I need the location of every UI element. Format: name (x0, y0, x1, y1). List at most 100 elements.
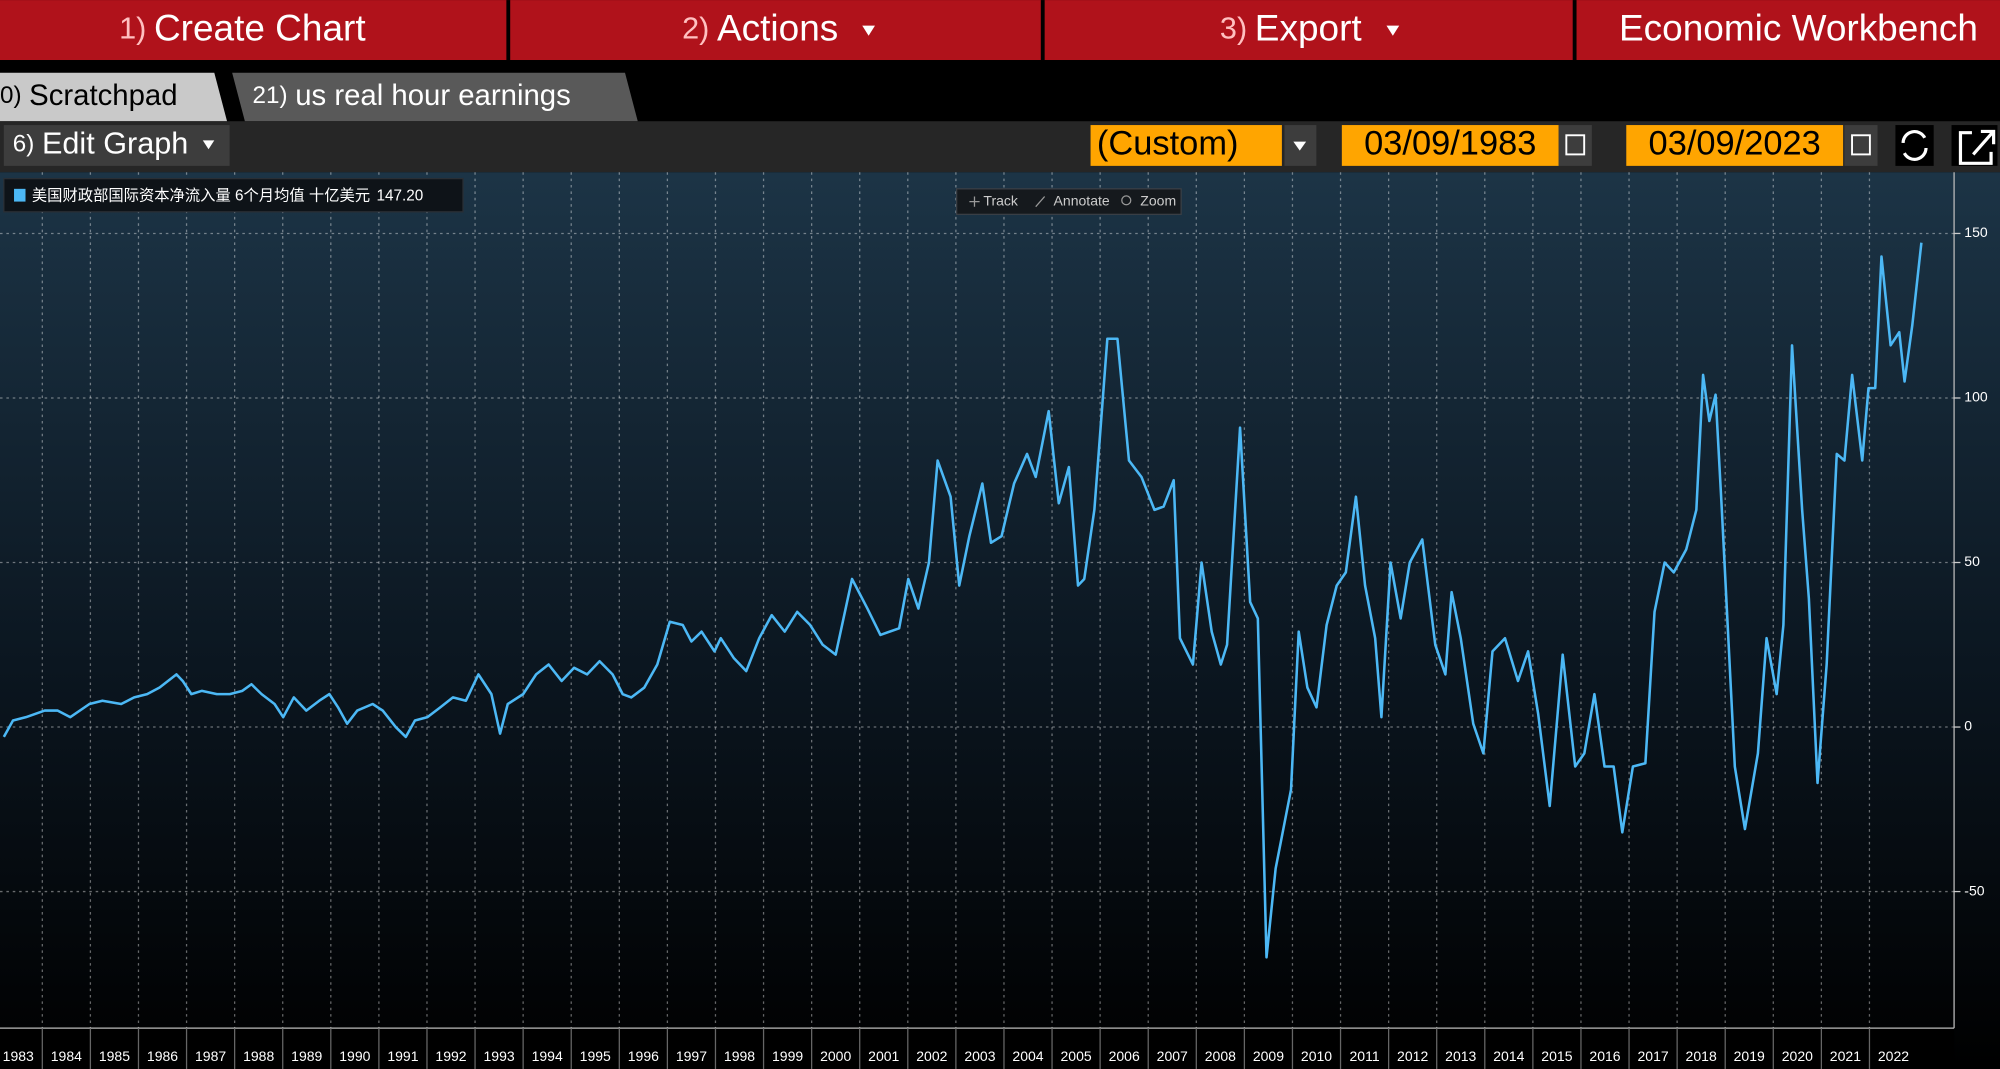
legend-last-value: 147.20 (377, 188, 424, 205)
x-tick-label: 1998 (724, 1048, 755, 1064)
x-tick-label: 1992 (435, 1048, 466, 1064)
tab-label: us real hour earnings (295, 79, 571, 112)
menu-label: Export (1255, 7, 1362, 48)
x-tick-label: 2013 (1445, 1048, 1476, 1064)
menu-number: 2) (682, 12, 709, 46)
dropdown-arrow (202, 140, 215, 150)
x-tick-label: 2016 (1589, 1048, 1620, 1064)
x-tick-label: 2006 (1109, 1048, 1140, 1064)
chart-background (0, 172, 2000, 1069)
y-tick-label: 50 (1964, 553, 1980, 569)
x-tick-label: 2022 (1878, 1048, 1909, 1064)
menu-number: 3) (1220, 12, 1247, 46)
data-line (2, 242, 1923, 959)
chart-tools (955, 188, 1182, 215)
range-select[interactable] (1090, 125, 1282, 166)
x-tick-label: 2007 (1157, 1048, 1188, 1064)
x-tick-label: 1985 (99, 1048, 130, 1064)
refresh-button[interactable] (1895, 125, 1934, 166)
tab-label: 0) Scratchpad (0, 79, 178, 112)
x-tick-label: 2011 (1350, 1048, 1380, 1064)
x-tick-label: 1983 (3, 1048, 34, 1064)
calendar-button[interactable] (1844, 125, 1878, 166)
x-tick-label: 2004 (1012, 1048, 1043, 1064)
legend-entry: 美国财政部国际资本净流入量 6个月均值 十亿美元 147.20 (32, 188, 423, 205)
separator (506, 0, 511, 61)
grid: 150 100 50 0 -50 1983 1984 1985 1986 1987 1988 1989… (0, 172, 1988, 1069)
menu-label: Create Chart (154, 7, 366, 48)
menu-export[interactable]: 3) Export (1220, 7, 1362, 48)
y-tick-label: -50 (1964, 882, 1984, 898)
x-tick-label: 2019 (1734, 1048, 1765, 1064)
app-title: Economic Workbench (1619, 7, 1978, 48)
legend (3, 177, 464, 213)
x-tick-label: 2002 (916, 1048, 947, 1064)
x-tick-label: 2009 (1253, 1048, 1284, 1064)
legend-name: 美国财政部国际资本净流入量 6个月均值 十亿美元 (32, 188, 370, 205)
tool-annotate[interactable]: Annotate (1054, 192, 1110, 208)
legend-swatch (14, 188, 26, 202)
x-tick-label: 1990 (339, 1048, 370, 1064)
x-tick-label: 2014 (1493, 1048, 1524, 1064)
separator (1040, 0, 1045, 61)
menu-label: Actions (717, 7, 838, 48)
menu-bar (0, 0, 2000, 61)
plot (2, 242, 1923, 959)
x-tick-label: 1996 (628, 1048, 659, 1064)
x-tick-label: 1993 (484, 1048, 515, 1064)
calendar-icon (1851, 134, 1871, 156)
menu-number: 1) (119, 12, 146, 46)
tab-label: 21) us real hour earnings (253, 79, 571, 112)
menu-actions[interactable]: 2) Actions (682, 7, 838, 48)
tool-zoom[interactable]: Zoom (1140, 192, 1176, 208)
range-label: (Custom) (1097, 125, 1239, 163)
end-date-field[interactable] (1626, 125, 1844, 166)
calendar-icon (1565, 134, 1586, 156)
start-date-field[interactable] (1341, 125, 1559, 166)
separator (1572, 0, 1577, 61)
popout-button[interactable] (1951, 125, 1998, 166)
x-tick-label: 1995 (580, 1048, 611, 1064)
x-tick-label: 2010 (1301, 1048, 1332, 1064)
x-tick-label: 1997 (676, 1048, 707, 1064)
x-tick-label: 2020 (1782, 1048, 1813, 1064)
annotate-icon (1035, 196, 1046, 208)
x-tick-label: 2017 (1637, 1048, 1668, 1064)
menu-create-chart[interactable]: 1) Create Chart (119, 7, 366, 48)
edit-graph-button[interactable] (3, 125, 230, 166)
x-tick-label: 2012 (1397, 1048, 1428, 1064)
x-tick-label: 1994 (532, 1048, 563, 1064)
refresh-icon (1901, 130, 1928, 161)
tool-track[interactable]: Track (983, 192, 1019, 208)
zoom-icon (1121, 195, 1132, 206)
tab-label: Scratchpad (29, 79, 177, 112)
button-number: 6) (13, 131, 35, 158)
x-tick-label: 1987 (195, 1048, 226, 1064)
dropdown-arrow (1386, 25, 1400, 36)
tab-active[interactable] (232, 72, 638, 122)
x-tick-label: 2015 (1541, 1048, 1572, 1064)
tab-number: 0) (0, 82, 22, 109)
edit-graph-label: 6) Edit Graph (13, 127, 189, 161)
y-tick-label: 0 (1964, 718, 1972, 734)
tab-scratchpad[interactable] (0, 72, 228, 122)
x-tick-label: 2008 (1205, 1048, 1236, 1064)
x-tick-label: 1988 (243, 1048, 274, 1064)
x-tick-label: 2018 (1686, 1048, 1717, 1064)
dropdown-arrow (862, 25, 875, 36)
calendar-button[interactable] (1558, 125, 1592, 166)
popout-icon (1958, 129, 1996, 165)
x-tick-label: 2000 (820, 1048, 851, 1064)
x-tick-label: 2005 (1060, 1048, 1091, 1064)
button-label: Edit Graph (42, 127, 188, 161)
x-tick-label: 1984 (51, 1048, 82, 1064)
x-axis-strip (0, 1028, 1955, 1069)
end-date: 03/09/2023 (1649, 125, 1821, 163)
tab-number: 21) (253, 82, 288, 109)
y-tick-label: 100 (1964, 389, 1988, 405)
x-tick-label: 2001 (868, 1048, 899, 1064)
x-tick-label: 2003 (964, 1048, 995, 1064)
x-tick-label: 1999 (772, 1048, 803, 1064)
x-tick-label: 1989 (291, 1048, 322, 1064)
